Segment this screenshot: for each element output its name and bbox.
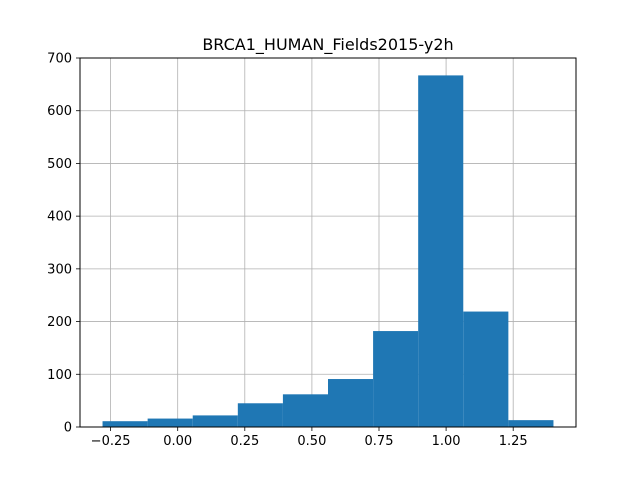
histogram-bar	[102, 421, 148, 427]
histogram-bar	[373, 331, 419, 427]
y-axis: 0 100 200 300 400 500 600 700	[47, 52, 80, 436]
plot-frame	[79, 57, 577, 428]
histogram-bar	[237, 403, 283, 427]
x-tick-label: −0.25	[91, 434, 131, 449]
x-tick-label: 0.25	[230, 434, 259, 449]
y-tick-label: 300	[47, 262, 72, 277]
y-tick-label: 100	[47, 368, 72, 383]
histogram-bar	[418, 75, 464, 427]
y-tick-label: 200	[47, 315, 72, 330]
y-tick-label: 400	[47, 210, 72, 225]
x-tick-label: 1.25	[499, 434, 528, 449]
chart-title: BRCA1_HUMAN_Fields2015-y2h	[202, 35, 453, 55]
y-tick-label: 0	[64, 421, 72, 436]
x-tick-label: 0.50	[297, 434, 326, 449]
y-tick-label: 600	[47, 104, 72, 119]
y-tick-label: 700	[47, 52, 72, 67]
x-axis: −0.25 0.00 0.25 0.50 0.75 1.00 1.25	[91, 427, 528, 449]
x-tick-label: 0.75	[365, 434, 394, 449]
histogram-bar	[147, 418, 193, 427]
histogram-bar	[192, 415, 238, 427]
histogram-bar	[508, 420, 554, 427]
histogram-bar	[463, 311, 509, 427]
histogram-bar	[328, 379, 374, 427]
histogram-bars	[102, 75, 554, 427]
histogram-bar	[282, 394, 328, 427]
x-tick-label: 1.00	[432, 434, 461, 449]
y-tick-label: 500	[47, 157, 72, 172]
x-tick-label: 0.00	[163, 434, 192, 449]
